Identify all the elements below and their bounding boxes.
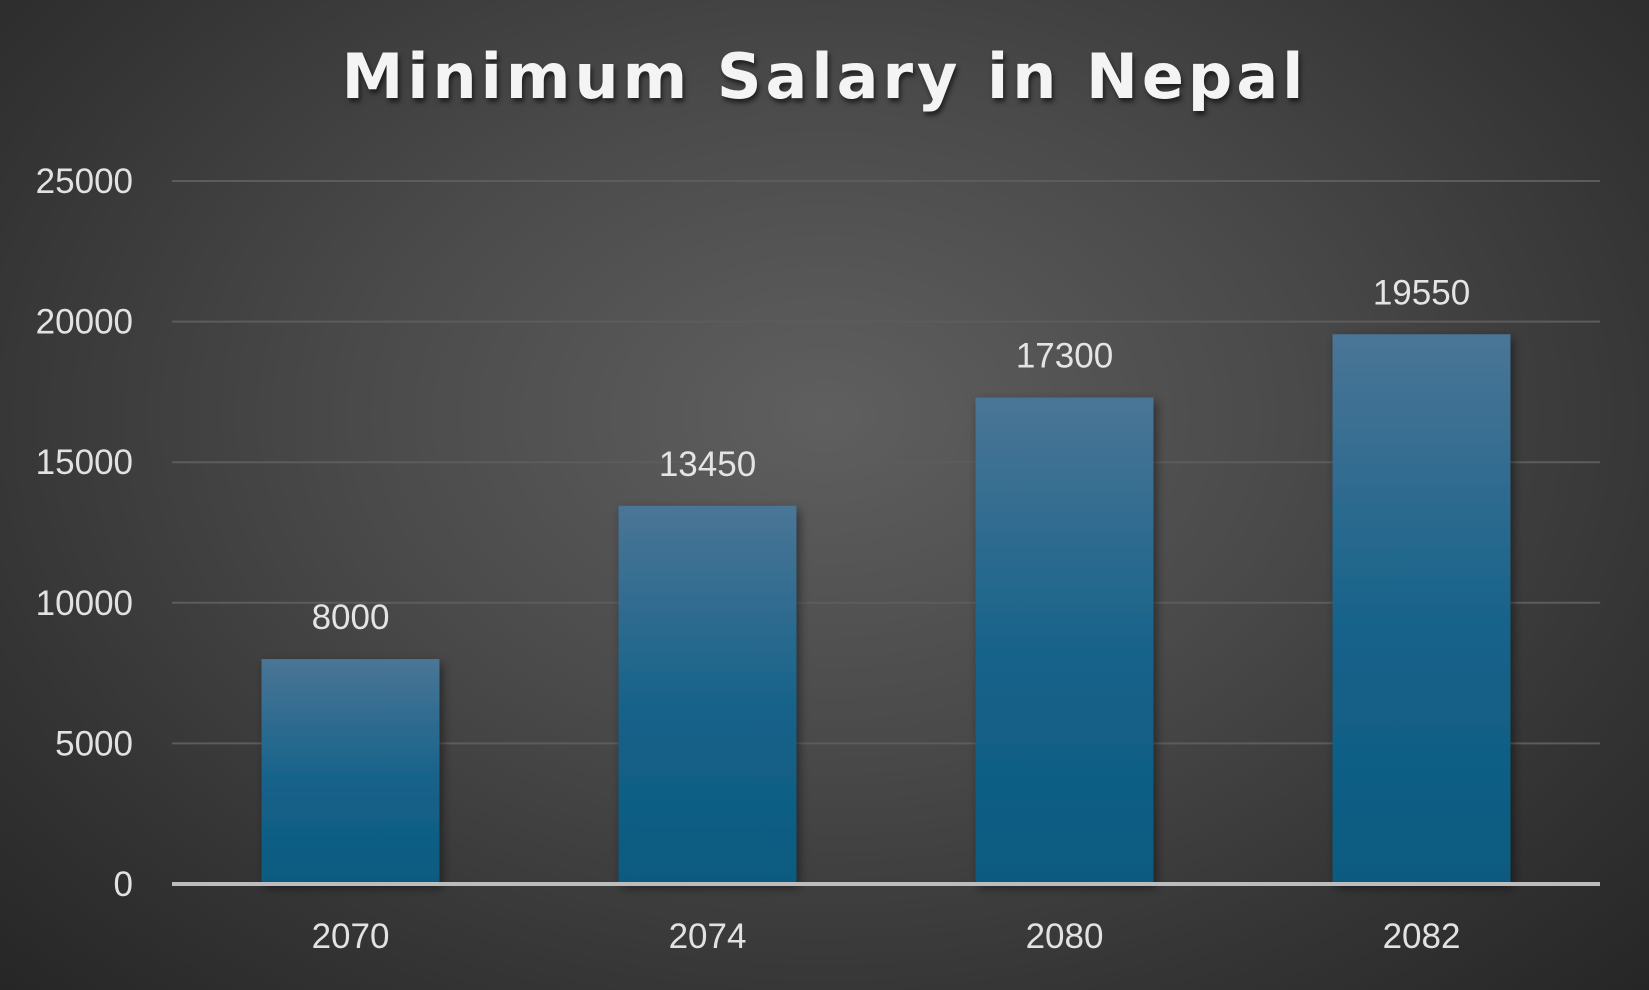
bar-2070 [261,659,440,884]
y-tick-label: 15000 [36,443,133,482]
x-axis-ticks: 2070 2074 2080 2082 [312,917,1461,956]
y-tick-label: 5000 [55,724,133,763]
data-label-2082: 19550 [1373,273,1470,312]
x-tick-label: 2080 [1026,917,1104,956]
bars [261,334,1511,884]
y-tick-label: 20000 [36,303,133,342]
x-tick-label: 2074 [669,917,747,956]
data-labels: 8000 13450 17300 19550 [312,273,1471,637]
bar-2082 [1332,334,1511,884]
data-label-2080: 17300 [1016,337,1113,376]
y-tick-label: 25000 [36,162,133,201]
bar-2074 [618,505,797,884]
y-tick-label: 0 [114,865,133,904]
data-label-2074: 13450 [659,445,756,484]
y-axis-ticks: 0 5000 10000 15000 20000 25000 [36,162,133,904]
x-tick-label: 2070 [312,917,390,956]
bar-2080 [975,397,1154,884]
data-label-2070: 8000 [312,598,390,637]
x-tick-label: 2082 [1383,917,1461,956]
chart-title: Minimum Salary in Nepal [341,40,1308,113]
y-tick-label: 10000 [36,584,133,623]
